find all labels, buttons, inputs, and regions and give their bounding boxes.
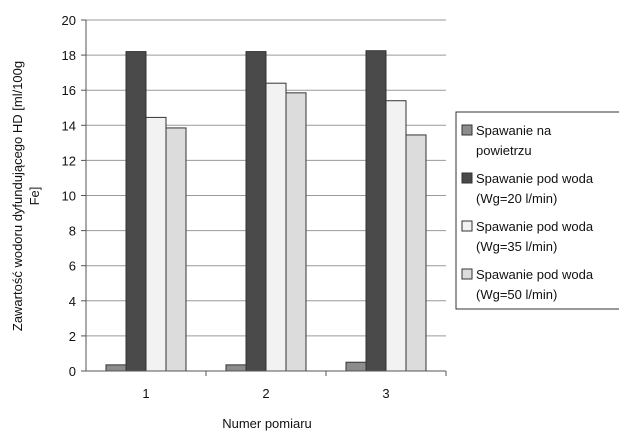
y-tick-label: 8 <box>69 224 76 239</box>
bar <box>265 82 287 372</box>
y-axis-label-line-2: Fe] <box>27 187 42 206</box>
x-tick-label: 2 <box>262 386 269 401</box>
legend-swatch <box>461 172 473 184</box>
y-tick-label: 2 <box>69 329 76 344</box>
bar <box>145 116 167 372</box>
y-tick-label: 18 <box>62 48 76 63</box>
bar <box>285 92 307 372</box>
bar <box>385 100 407 372</box>
y-tick-label: 10 <box>62 189 76 204</box>
legend-swatch <box>461 220 473 232</box>
y-tick-label: 6 <box>69 259 76 274</box>
y-tick-label: 20 <box>62 13 76 28</box>
y-tick-labels: 0 2 4 6 8 10 12 14 16 18 20 <box>62 13 76 379</box>
legend: Spawanie na powietrzu Spawanie pod woda (Wg… <box>455 111 619 310</box>
legend-entry-label: powietrzu <box>476 143 532 158</box>
y-tick-label: 16 <box>62 83 76 98</box>
legend-entry-label: (Wg=35 l/min) <box>476 239 557 254</box>
legend-entry-label: Spawanie pod woda <box>476 219 594 234</box>
bar <box>345 361 367 372</box>
bar <box>165 127 187 372</box>
bar <box>245 51 267 372</box>
y-tick-label: 4 <box>69 294 76 309</box>
y-tick-label: 14 <box>62 118 76 133</box>
x-axis-label: Numer pomiaru <box>222 416 312 431</box>
legend-entry-label: (Wg=50 l/min) <box>476 287 557 302</box>
bar <box>225 364 247 372</box>
legend-entry-label: (Wg=20 l/min) <box>476 191 557 206</box>
legend-entry-label: Spawanie na <box>476 123 552 138</box>
legend-swatch <box>461 268 473 280</box>
legend-entry-label: Spawanie pod woda <box>476 171 594 186</box>
bar <box>105 364 127 372</box>
bar <box>365 50 387 372</box>
bar <box>125 51 147 372</box>
axes <box>81 19 447 376</box>
x-tick-labels: 1 2 3 <box>142 386 389 401</box>
y-tick-label: 0 <box>69 364 76 379</box>
y-axis-label: Zawartość wodoru dyfundującego HD [ml/10… <box>10 61 42 331</box>
legend-box <box>455 111 619 310</box>
legend-entry-label: Spawanie pod woda <box>476 267 594 282</box>
legend-swatch <box>461 124 473 136</box>
x-tick-label: 3 <box>382 386 389 401</box>
bar <box>405 134 427 372</box>
x-tick-label: 1 <box>142 386 149 401</box>
y-tick-label: 12 <box>62 153 76 168</box>
y-axis-label-line-1: Zawartość wodoru dyfundującego HD [ml/10… <box>10 61 25 331</box>
